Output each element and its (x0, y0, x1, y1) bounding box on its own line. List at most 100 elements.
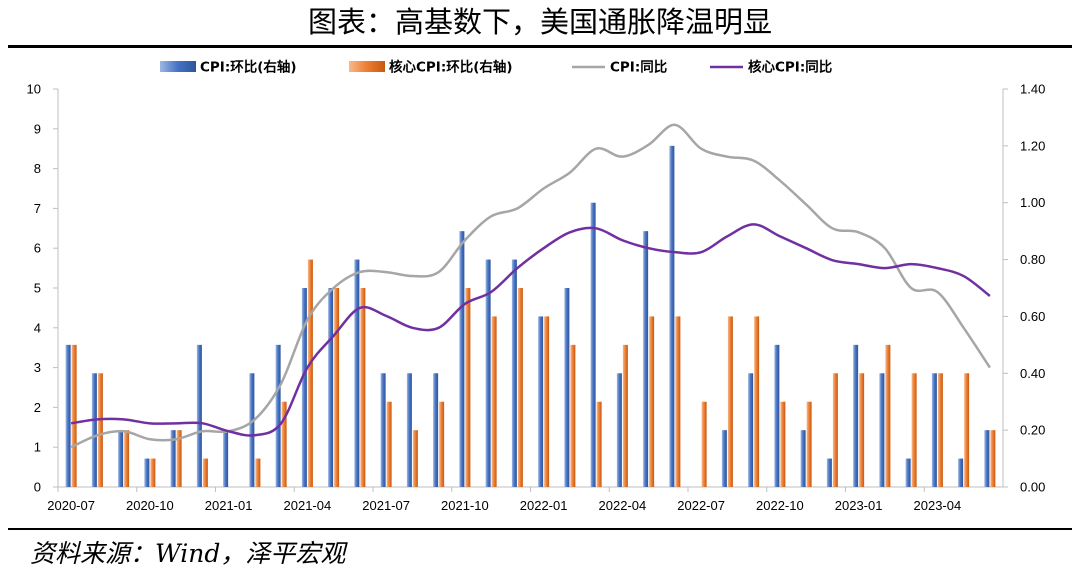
cpi-mom-bar (354, 259, 360, 487)
core-mom-bar (176, 430, 182, 487)
core-mom-bar (465, 288, 471, 487)
cpi-mom-bar (459, 231, 465, 487)
legend-core-mom-swatch (349, 61, 385, 72)
left-tick-label: 9 (34, 121, 41, 136)
cpi-mom-bar (485, 259, 491, 487)
x-tick-label: 2022-07 (677, 498, 725, 513)
core-mom-bar (727, 316, 733, 487)
core-mom-bar (150, 458, 156, 487)
cpi-mom-bar (616, 373, 622, 487)
right-tick-label: 1.00 (1020, 195, 1045, 210)
x-tick-label: 2021-10 (441, 498, 489, 513)
core-mom-bar (596, 401, 602, 487)
core-mom-bar (334, 288, 340, 487)
cpi-mom-bar (144, 458, 150, 487)
left-tick-label: 2 (34, 400, 41, 415)
core-mom-bar (911, 373, 917, 487)
cpi-mom-bar (170, 430, 176, 487)
core-mom-bar (937, 373, 943, 487)
core-mom-bar (806, 401, 812, 487)
x-tick-label: 2023-04 (914, 498, 962, 513)
cpi-mom-bar (879, 373, 885, 487)
right-tick-label: 1.40 (1020, 82, 1045, 97)
x-tick-label: 2021-07 (362, 498, 410, 513)
cpi-mom-bar (328, 288, 334, 487)
core-mom-bar (622, 344, 628, 487)
cpi-mom-bar (65, 344, 71, 487)
cpi-mom-bar (118, 430, 124, 487)
chart-title: 图表：高基数下，美国通胀降温明显 (307, 5, 772, 39)
legend-core-mom-label: 核心CPI:环比(右轴) (389, 59, 513, 76)
core-mom-bar (71, 344, 77, 487)
left-tick-label: 3 (34, 360, 41, 375)
left-tick-label: 7 (34, 201, 41, 216)
core-mom-bar (701, 401, 707, 487)
left-tick-label: 0 (34, 480, 41, 495)
cpi-mom-bar (958, 458, 964, 487)
cpi-mom-bar (931, 373, 937, 487)
cpi-mom-bar (223, 430, 229, 487)
combo-chart: CPI:环比(右轴) 核心CPI:环比(右轴) CPI:同比 核心CPI:同比 0 1 2… (27, 59, 1046, 514)
cpi-mom-bar (748, 373, 754, 487)
core-mom-bar (859, 373, 865, 487)
core-mom-bar (281, 401, 287, 487)
right-tick-label: 0.20 (1020, 423, 1045, 438)
cpi-yoy-line (70, 123, 991, 449)
cpi-mom-bar (905, 458, 911, 487)
cpi-mom-bar (275, 344, 281, 487)
right-tick-label: 0.60 (1020, 309, 1045, 324)
cpi-mom-bar (380, 373, 386, 487)
cpi-mom-bar (301, 288, 307, 487)
right-tick-label: 0.80 (1020, 252, 1045, 267)
cpi-mom-bar (538, 316, 544, 487)
cpi-mom-bar (590, 202, 596, 487)
bar-series (65, 145, 996, 487)
x-tick-label: 2021-04 (284, 498, 332, 513)
x-tick-label: 2022-01 (520, 498, 568, 513)
legend-cpi-mom-label: CPI:环比(右轴) (200, 59, 297, 76)
legend-core-yoy-label: 核心CPI:同比 (748, 59, 832, 76)
cpi-mom-bar (643, 231, 649, 487)
x-tick-label: 2021-01 (205, 498, 253, 513)
core-mom-bar (649, 316, 655, 487)
source-note: 资料来源：Wind，泽平宏观 (30, 539, 346, 568)
x-tick-label: 2020-07 (47, 498, 95, 513)
cpi-mom-bar (826, 458, 832, 487)
line-series (70, 123, 991, 449)
right-tick-label: 1.20 (1020, 138, 1045, 153)
core-mom-bar (202, 458, 208, 487)
cpi-mom-bar (800, 430, 806, 487)
core-mom-bar (97, 373, 103, 487)
x-tick-label: 2022-04 (599, 498, 647, 513)
axes: 0 1 2 3 4 5 6 7 8 9 10 0.00 0.20 0.40 0.60 0.80 1.00 1.20… (27, 82, 1046, 514)
core-mom-bar (517, 288, 523, 487)
core-mom-bar (386, 401, 392, 487)
cpi-mom-bar (564, 288, 570, 487)
cpi-mom-bar (433, 373, 439, 487)
cpi-mom-bar (91, 373, 97, 487)
cpi-mom-bar (249, 373, 255, 487)
core-mom-bar (832, 373, 838, 487)
core-mom-bar (255, 458, 261, 487)
cpi-mom-bar (511, 259, 517, 487)
bottom-rule (8, 528, 1072, 530)
core-mom-bar (964, 373, 970, 487)
cpi-mom-bar (774, 344, 780, 487)
left-tick-label: 8 (34, 161, 41, 176)
x-tick-label: 2022-10 (756, 498, 804, 513)
right-tick-label: 0.40 (1020, 366, 1045, 381)
legend-cpi-mom-swatch (160, 61, 196, 72)
cpi-mom-bar (196, 344, 202, 487)
core-mom-bar (360, 288, 366, 487)
left-tick-label: 6 (34, 241, 41, 256)
core-mom-bar (439, 401, 445, 487)
core-mom-bar (570, 344, 576, 487)
cpi-mom-bar (853, 344, 859, 487)
left-tick-label: 5 (34, 281, 41, 296)
core-mom-bar (990, 430, 996, 487)
core-mom-bar (124, 430, 130, 487)
right-tick-label: 0.00 (1020, 480, 1045, 495)
core-mom-bar (544, 316, 550, 487)
legend-cpi-yoy-label: CPI:同比 (610, 59, 667, 76)
core-mom-bar (412, 430, 418, 487)
